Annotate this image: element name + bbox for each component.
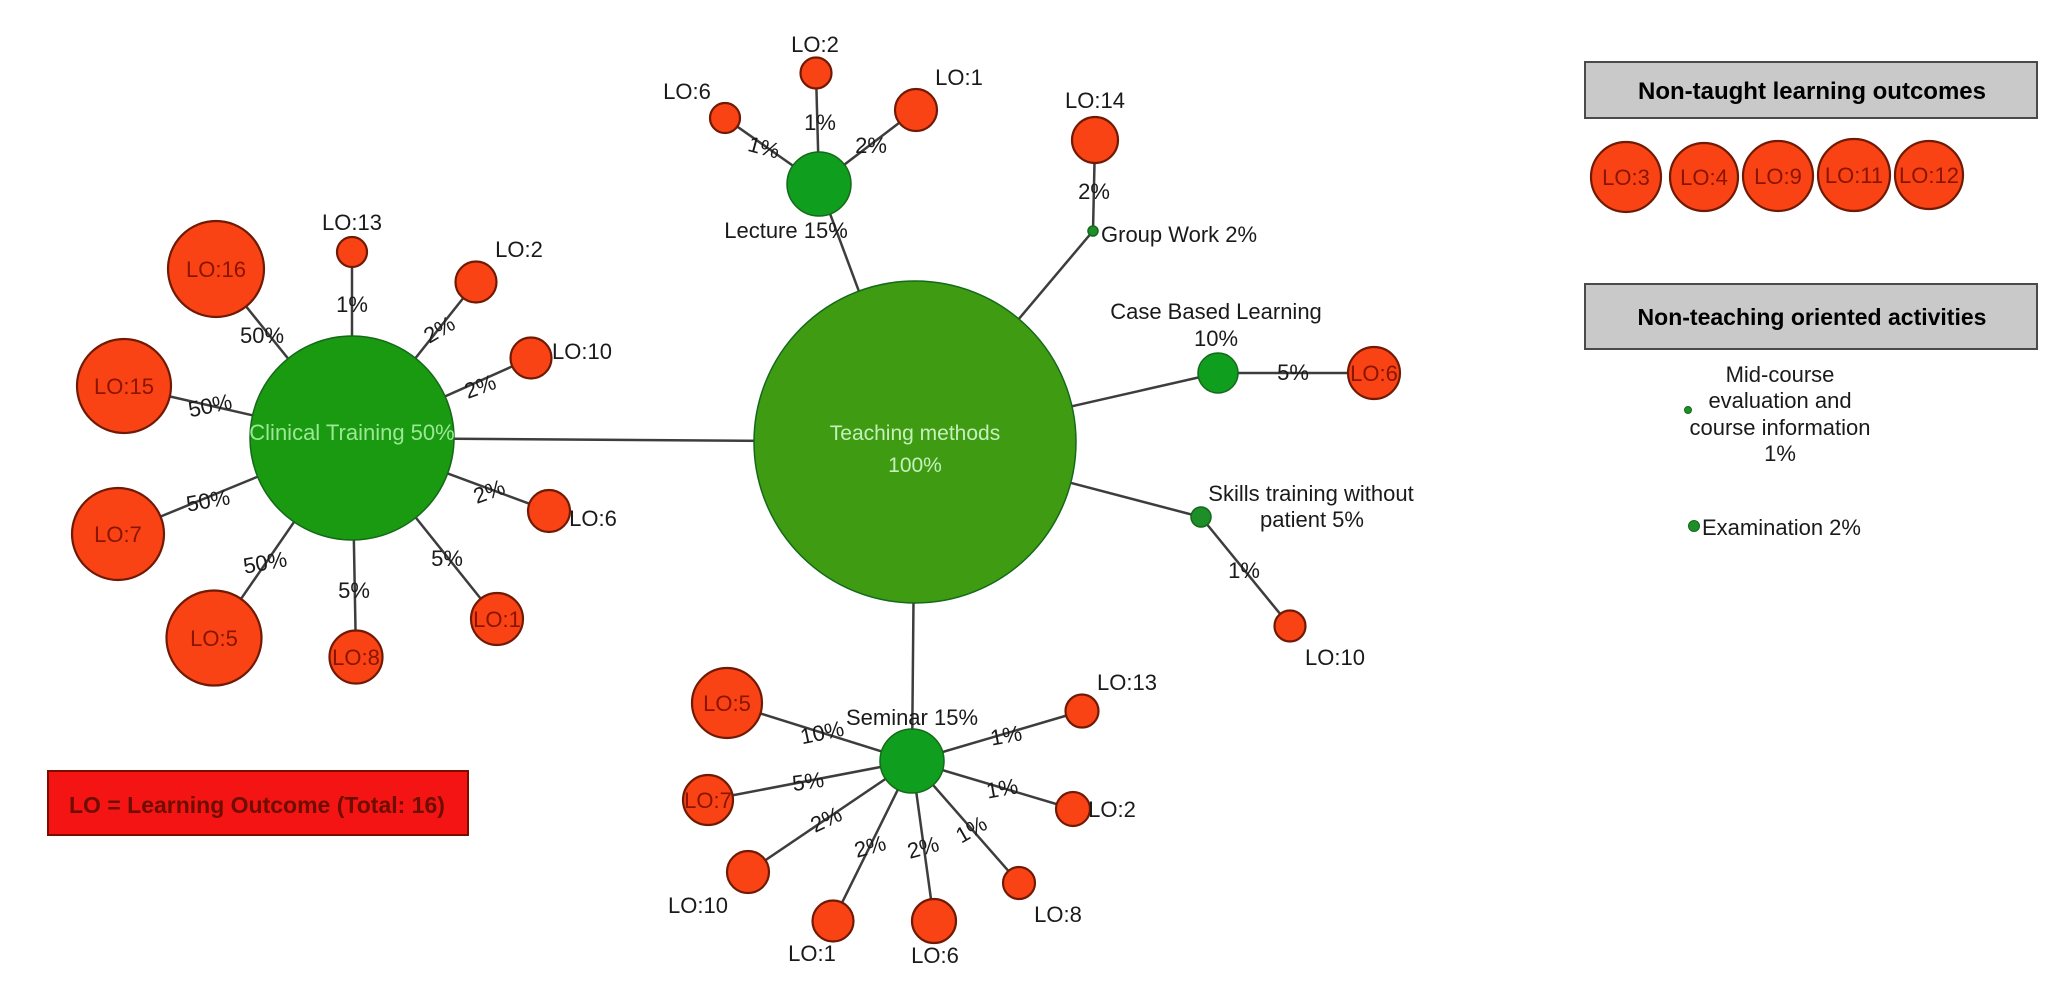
svg-text:LO = Learning Outcome (Total:: LO = Learning Outcome (Total: 16) <box>69 792 445 818</box>
svg-text:Lecture 15%: Lecture 15% <box>724 218 848 243</box>
svg-text:LO:6: LO:6 <box>663 79 711 104</box>
svg-text:LO:7: LO:7 <box>94 522 142 547</box>
svg-text:LO:4: LO:4 <box>1680 165 1728 190</box>
svg-text:Clinical Training 50%: Clinical Training 50% <box>249 420 454 445</box>
svg-text:LO:6: LO:6 <box>1350 361 1398 386</box>
svg-text:Examination 2%: Examination 2% <box>1702 515 1861 540</box>
svg-text:1%: 1% <box>804 110 836 135</box>
svg-text:Non-teaching oriented activiti: Non-teaching oriented activities <box>1638 304 1987 330</box>
svg-text:LO:14: LO:14 <box>1065 88 1125 113</box>
svg-text:Teaching methods: Teaching methods <box>830 422 1000 445</box>
svg-text:1%: 1% <box>984 773 1020 803</box>
svg-text:Case Based Learning: Case Based Learning <box>1110 299 1322 324</box>
svg-text:LO:2: LO:2 <box>791 32 839 57</box>
svg-text:LO:2: LO:2 <box>495 237 543 262</box>
svg-text:LO:10: LO:10 <box>668 893 728 918</box>
svg-text:Mid-course: Mid-course <box>1726 362 1835 387</box>
svg-text:LO:15: LO:15 <box>94 374 154 399</box>
svg-text:LO:8: LO:8 <box>332 645 380 670</box>
svg-text:LO:1: LO:1 <box>935 65 983 90</box>
svg-text:5%: 5% <box>431 546 463 571</box>
svg-text:100%: 100% <box>888 454 942 477</box>
svg-text:Group Work 2%: Group Work 2% <box>1101 222 1257 247</box>
svg-text:evaluation and: evaluation and <box>1708 388 1851 413</box>
svg-text:LO:11: LO:11 <box>1825 163 1883 188</box>
svg-text:LO:1: LO:1 <box>788 941 836 966</box>
svg-text:LO:10: LO:10 <box>552 339 612 364</box>
svg-text:LO:2: LO:2 <box>1088 797 1136 822</box>
svg-text:LO:9: LO:9 <box>1754 164 1802 189</box>
svg-text:LO:1: LO:1 <box>473 607 521 632</box>
svg-text:LO:7: LO:7 <box>684 788 732 813</box>
svg-text:LO:6: LO:6 <box>569 506 617 531</box>
svg-text:5%: 5% <box>1277 360 1309 385</box>
svg-text:Seminar 15%: Seminar 15% <box>846 705 978 730</box>
svg-text:1%: 1% <box>988 720 1024 750</box>
svg-text:patient 5%: patient 5% <box>1260 507 1364 532</box>
svg-text:LO:3: LO:3 <box>1602 165 1650 190</box>
svg-text:LO:5: LO:5 <box>703 691 751 716</box>
svg-text:5%: 5% <box>338 578 370 603</box>
svg-text:1%: 1% <box>1228 558 1260 583</box>
svg-text:1%: 1% <box>1764 441 1796 466</box>
svg-text:LO:8: LO:8 <box>1034 902 1082 927</box>
svg-text:LO:10: LO:10 <box>1305 645 1365 670</box>
svg-text:course information: course information <box>1690 415 1871 440</box>
svg-text:Non-taught learning outcomes: Non-taught learning outcomes <box>1638 78 1986 105</box>
svg-text:50%: 50% <box>240 323 284 348</box>
svg-text:2%: 2% <box>855 133 887 158</box>
svg-text:1%: 1% <box>336 292 368 317</box>
svg-text:LO:6: LO:6 <box>911 943 959 968</box>
svg-text:2%: 2% <box>1078 179 1110 204</box>
svg-text:Skills training without: Skills training without <box>1208 481 1413 506</box>
svg-text:LO:12: LO:12 <box>1899 163 1959 188</box>
svg-text:LO:5: LO:5 <box>190 626 238 651</box>
svg-text:5%: 5% <box>791 767 826 796</box>
svg-text:LO:13: LO:13 <box>322 210 382 235</box>
svg-text:LO:16: LO:16 <box>186 257 246 282</box>
svg-text:10%: 10% <box>1194 326 1238 351</box>
svg-text:LO:13: LO:13 <box>1097 670 1157 695</box>
